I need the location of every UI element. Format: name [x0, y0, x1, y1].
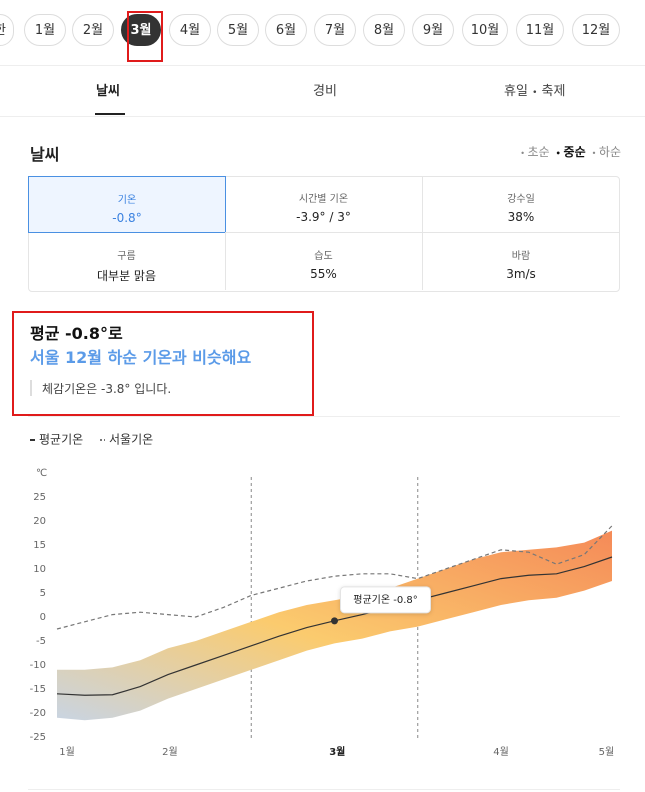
tab[interactable]: 휴일 • 축제	[504, 80, 565, 99]
bullet: •	[520, 149, 528, 158]
highlight-box	[12, 311, 314, 416]
period-option[interactable]: • 초순	[520, 145, 549, 159]
cell-value: -0.8°	[112, 211, 142, 225]
period-label: 초순	[527, 145, 550, 159]
y-tick-label: -20	[30, 708, 46, 719]
summary-comparison: 서울 12월 하순 기온과 비슷해요	[30, 348, 252, 367]
period-label: 하순	[598, 145, 621, 159]
month-tab[interactable]: 4월	[169, 14, 211, 46]
cell-value: 대부분 맑음	[96, 269, 156, 283]
x-tick-label: 3월	[329, 746, 345, 758]
cell-label: 시간별 기온	[298, 194, 349, 205]
cell-label: 바람	[511, 251, 531, 262]
month-tab[interactable]: 6월	[265, 14, 307, 46]
section-title: 날씨	[30, 145, 60, 164]
summary-headline: 평균 -0.8°로	[30, 324, 123, 343]
cell-value: 55%	[310, 267, 337, 281]
info-cell[interactable]: 시간별 기온 -3.9° / 3°	[225, 176, 423, 233]
info-cell[interactable]: 강수일 38%	[422, 176, 620, 233]
tab[interactable]: 날씨	[96, 84, 120, 99]
y-tick-label: -10	[30, 660, 46, 671]
month-tab[interactable]: 5월	[217, 14, 259, 46]
cell-label: 기온	[117, 195, 137, 206]
y-tick-label: 0	[40, 612, 46, 623]
month-tab[interactable]: 10월	[462, 14, 508, 46]
divider	[28, 789, 620, 790]
month-tab[interactable]: 한	[0, 14, 14, 46]
info-cell[interactable]: 바람 3m/s	[422, 233, 620, 290]
month-tab[interactable]: 11월	[516, 14, 564, 46]
y-tick-label: 15	[33, 540, 46, 551]
y-axis-label: ℃	[36, 468, 47, 479]
range-band	[57, 530, 612, 721]
tab-part: 휴일	[504, 84, 528, 99]
month-tab[interactable]: 1월	[24, 14, 66, 46]
point	[331, 617, 338, 625]
period-option[interactable]: • 하순	[592, 145, 621, 159]
tab[interactable]: 경비	[313, 84, 337, 99]
y-tick-label: 5	[40, 588, 46, 599]
y-tick-label: 20	[33, 516, 46, 527]
divider	[28, 416, 620, 417]
y-tick-label: 25	[33, 492, 46, 503]
y-tick-label: 10	[33, 564, 46, 575]
tooltip-box	[340, 586, 431, 614]
divider	[0, 116, 645, 117]
x-tick-label: 1월	[59, 746, 75, 758]
cell-label: 강수일	[507, 194, 535, 205]
month-tab[interactable]: 12월	[572, 14, 620, 46]
cell-label: 구름	[117, 251, 136, 262]
separator: •	[532, 88, 538, 98]
highlight-box	[127, 11, 163, 62]
info-cell[interactable]: 습도 55%	[225, 233, 423, 290]
period-label: 중순	[563, 145, 586, 159]
tab-part: 축제	[541, 84, 566, 99]
bullet: •	[555, 149, 564, 158]
month-tab[interactable]: 3월	[121, 14, 161, 46]
x-tick-label: 2월	[162, 746, 178, 758]
cell-value: 38%	[507, 210, 535, 224]
legend-label: 서울기온	[109, 433, 153, 447]
month-tab[interactable]: 2월	[72, 14, 114, 46]
x-tick-label: 5월	[599, 746, 615, 758]
month-tab[interactable]: 9월	[412, 14, 454, 46]
tab-underline	[95, 113, 125, 115]
bullet: •	[591, 149, 599, 158]
line	[56, 525, 613, 630]
x-tick-label: 4월	[493, 746, 509, 758]
legend-label: 평균기온	[39, 433, 83, 447]
cell-label: 습도	[314, 251, 333, 262]
tooltip-label: 평균기온 -0.8°	[353, 594, 418, 606]
quote-bar	[30, 380, 32, 396]
y-tick-label: -15	[30, 684, 46, 695]
divider	[0, 65, 645, 66]
month-tab[interactable]: 8월	[363, 14, 405, 46]
y-tick-label: -5	[36, 636, 46, 647]
y-tick-label: -25	[30, 732, 46, 743]
feels-like: 체감기온은 -3.8° 입니다.	[42, 382, 172, 396]
chart: 평균기온 서울기온 ℃ 25 20 15 10 5 0 -5 -10 -15 -20 -25 1월 2월 3월 4…	[30, 433, 615, 759]
period-option[interactable]: • 중순	[556, 145, 586, 159]
month-tab[interactable]: 7월	[314, 14, 356, 46]
cell-value: -3.9° / 3°	[296, 210, 351, 224]
period-selector: • 초순 • 중순 • 하순	[514, 143, 621, 160]
info-cell[interactable]: 기온 -0.8°	[28, 176, 226, 233]
cell-value: 3m/s	[506, 267, 536, 281]
